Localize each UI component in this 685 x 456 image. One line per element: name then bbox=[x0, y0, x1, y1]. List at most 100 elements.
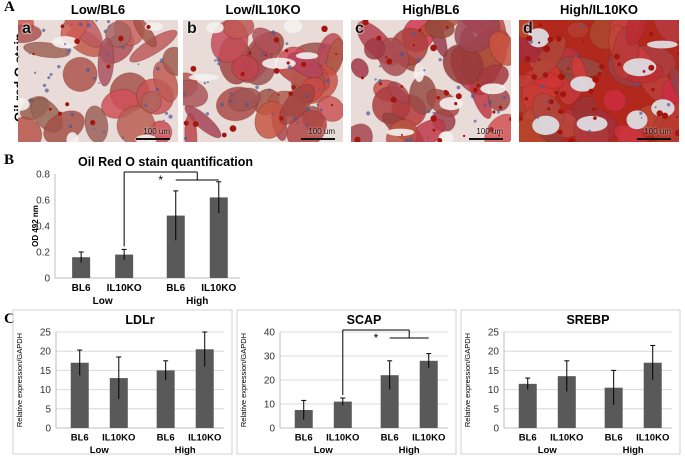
nucleus-dot bbox=[305, 94, 309, 98]
nucleus-dot bbox=[47, 76, 51, 80]
y-tick-label: 0.4 bbox=[36, 222, 50, 233]
photo-letter-d: d bbox=[523, 20, 533, 37]
x-category-label: IL10KO bbox=[412, 433, 445, 444]
lipid-droplet bbox=[547, 107, 551, 111]
lipid-droplet bbox=[542, 72, 549, 78]
lipid-droplet bbox=[362, 20, 369, 26]
villus-section bbox=[162, 46, 178, 77]
lipid-droplet bbox=[432, 128, 436, 132]
scale-bar-d bbox=[637, 138, 671, 140]
nucleus-dot bbox=[44, 88, 49, 93]
micrograph-low-il10ko: b 100 um bbox=[183, 20, 343, 142]
lipid-droplet bbox=[229, 125, 237, 132]
lipid-droplet bbox=[60, 24, 65, 29]
x-category-label: IL10KO bbox=[102, 433, 135, 444]
lipid-droplet bbox=[321, 25, 328, 32]
nucleus-dot bbox=[42, 83, 47, 88]
nucleus-dot bbox=[292, 116, 297, 120]
bar bbox=[380, 375, 399, 428]
nucleus-dot bbox=[144, 104, 148, 107]
x-category-label: BL6 bbox=[519, 433, 537, 444]
y-tick-label: 15 bbox=[40, 366, 52, 377]
nucleus-dot bbox=[216, 58, 221, 62]
y-tick-label: 20 bbox=[40, 347, 52, 358]
intervillous-space bbox=[18, 97, 30, 111]
nucleus-dot bbox=[502, 95, 507, 99]
nucleus-dot bbox=[64, 43, 67, 46]
lipid-droplet bbox=[248, 51, 252, 55]
intervillous-space bbox=[188, 74, 219, 81]
y-tick-label: 10 bbox=[488, 385, 500, 396]
nucleus-dot bbox=[164, 111, 168, 115]
nucleus-dot bbox=[67, 48, 72, 53]
photo-title-c: High/BL6 bbox=[402, 2, 460, 17]
y-tick-label: 25 bbox=[488, 328, 500, 339]
lipid-droplet bbox=[558, 73, 565, 80]
lipid-droplet bbox=[445, 25, 449, 29]
lipid-droplet bbox=[90, 120, 96, 126]
lipid-droplet bbox=[277, 93, 280, 96]
micrograph-high-bl6: c 100 um bbox=[351, 20, 511, 142]
lipid-droplet bbox=[376, 35, 382, 41]
y-tick-label: 5 bbox=[493, 404, 499, 415]
lipid-droplet bbox=[538, 41, 541, 44]
nucleus-dot bbox=[378, 79, 382, 83]
nucleus-dot bbox=[324, 61, 327, 64]
y-tick-label: 0 bbox=[493, 424, 499, 435]
intervillous-space bbox=[623, 58, 657, 77]
intervillous-space bbox=[414, 62, 425, 82]
photo-letter-c: c bbox=[355, 20, 364, 37]
lipid-droplet bbox=[386, 58, 393, 65]
nucleus-dot bbox=[427, 109, 431, 114]
nucleus-dot bbox=[374, 78, 377, 81]
lipid-droplet bbox=[385, 56, 388, 59]
bar bbox=[604, 387, 623, 428]
bar bbox=[195, 349, 214, 428]
lipid-droplet bbox=[335, 53, 338, 56]
lipid-droplet bbox=[106, 64, 111, 69]
lipid-droplet bbox=[430, 115, 437, 122]
nucleus-dot bbox=[92, 76, 96, 80]
lipid-droplet bbox=[118, 35, 124, 42]
x-category-label: BL6 bbox=[381, 433, 399, 444]
y-tick-label: 40 bbox=[264, 328, 276, 339]
nucleus-dot bbox=[42, 28, 46, 32]
nucleus-dot bbox=[580, 25, 584, 29]
villus-section bbox=[183, 79, 209, 108]
lipid-droplet bbox=[593, 116, 597, 120]
nucleus-dot bbox=[575, 53, 579, 57]
villus-section bbox=[652, 20, 679, 44]
lipid-droplet bbox=[48, 107, 52, 111]
bar bbox=[333, 401, 352, 428]
nucleus-dot bbox=[634, 83, 639, 87]
nucleus-dot bbox=[325, 79, 330, 83]
chart-title: SREBP bbox=[566, 313, 609, 327]
lipid-droplet bbox=[656, 110, 663, 117]
nucleus-dot bbox=[183, 92, 186, 96]
nucleus-dot bbox=[86, 23, 91, 28]
intervillous-space bbox=[570, 76, 596, 92]
lipid-droplet bbox=[430, 44, 437, 52]
lipid-droplet bbox=[538, 23, 543, 27]
lipid-droplet bbox=[488, 127, 494, 133]
lipid-droplet bbox=[547, 36, 554, 43]
nucleus-dot bbox=[306, 107, 311, 112]
lipid-droplet bbox=[524, 55, 531, 62]
bar bbox=[166, 215, 185, 278]
villus-section bbox=[279, 83, 315, 125]
lipid-droplet bbox=[591, 107, 596, 112]
x-category-label: IL10KO bbox=[201, 283, 236, 294]
lipid-droplet bbox=[556, 36, 562, 42]
nucleus-dot bbox=[654, 106, 657, 109]
y-tick-label: 10 bbox=[40, 385, 52, 396]
lipid-droplet bbox=[661, 112, 669, 120]
nucleus-dot bbox=[49, 73, 53, 76]
panel-c-letter: C bbox=[4, 311, 15, 327]
lipid-droplet bbox=[557, 129, 563, 135]
nucleus-dot bbox=[296, 121, 299, 124]
villus-section bbox=[424, 20, 455, 39]
intervillous-space bbox=[283, 20, 303, 34]
lipid-droplet bbox=[568, 138, 575, 142]
villus-section bbox=[223, 20, 255, 40]
significance-marker: * bbox=[158, 173, 163, 187]
